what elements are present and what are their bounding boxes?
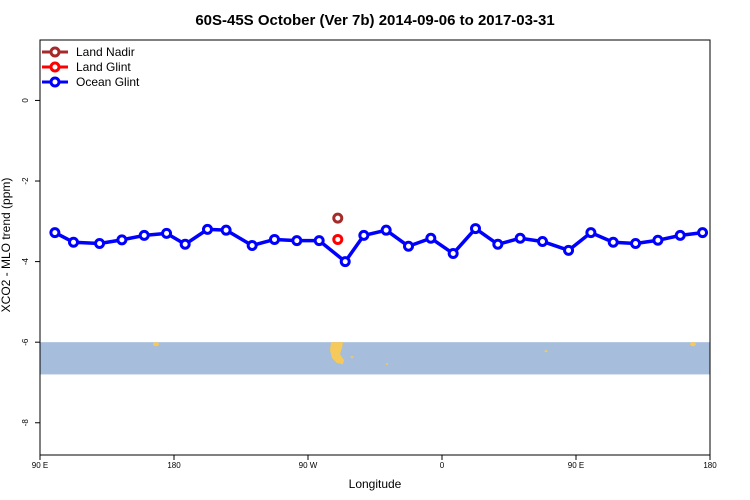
x-tick-label: 180 [703,461,717,470]
legend-marker-ocean-glint [49,76,61,88]
x-tick-label: 90 E [32,461,48,470]
land-glint-point [332,233,344,245]
legend-label-ocean-glint: Ocean Glint [76,75,140,89]
land-south-america [330,342,344,365]
ocean-glint-point [607,236,619,248]
y-tick-label: 0 [21,98,30,103]
ocean-glint-point [94,237,106,249]
ocean-glint-point [68,236,79,248]
y-tick-label: -8 [21,419,30,427]
ocean-glint-point [585,227,597,239]
ocean-glint-point [514,232,526,244]
ocean-glint-point [161,227,173,239]
ocean-glint-point [246,239,258,251]
ocean-glint-point [447,248,459,260]
x-axis-label: Longitude [349,477,402,491]
land-island [153,342,159,347]
legend-marker-land-nadir [49,46,61,58]
legend-marker-land-glint [49,61,61,73]
x-tick-label: 0 [440,461,445,470]
ocean-glint-point [291,235,303,247]
ocean-glint-point [313,235,325,247]
x-tick-label: 90 W [299,461,318,470]
ocean-glint-point [492,238,504,250]
plot-area: 90 E 180 90 W 0 90 E 180 0 -2 -4 -6 -8 [21,39,717,470]
ocean-glint-point [339,256,351,268]
ocean-glint-point [563,244,575,256]
y-tick-label: -4 [21,258,30,266]
x-tick-label: 180 [167,461,181,470]
ocean-glint-point [652,234,664,246]
ocean-glint-point [425,232,437,244]
ocean-glint-point [49,227,61,239]
ocean-glint-point [138,229,150,241]
land-island [690,342,696,347]
map-band [40,342,710,375]
ocean-glint-point [202,223,213,235]
x-tick-label: 90 E [568,461,584,470]
y-tick-label: -6 [21,338,30,346]
y-axis-label: XCO2 - MLO trend (ppm) [0,178,13,313]
ocean-glint-point [220,224,232,236]
ocean-glint-point [269,233,280,245]
ocean-glint-line [54,226,703,264]
legend-label-land-glint: Land Glint [76,60,131,74]
ocean-glint-point [403,240,414,252]
ocean-glint-point [116,234,128,246]
land-island [350,356,354,359]
ocean-glint-point [358,229,370,241]
y-tick-label: -2 [21,177,30,185]
ocean-glint-point [697,227,709,239]
chart-title: 60S-45S October (Ver 7b) 2014-09-06 to 2… [195,12,554,29]
ocean-glint-point [537,235,548,247]
ocean-glint-point [674,229,686,241]
ocean-glint-point [179,238,191,250]
land-nadir-point [332,212,344,224]
ocean-glint-point [630,237,642,249]
plot-frame [39,39,711,456]
legend-label-land-nadir: Land Nadir [76,45,135,59]
land-island [544,350,548,353]
ocean-glint-point [470,223,481,235]
ocean-glint-point [380,224,392,236]
land-island [386,363,388,366]
